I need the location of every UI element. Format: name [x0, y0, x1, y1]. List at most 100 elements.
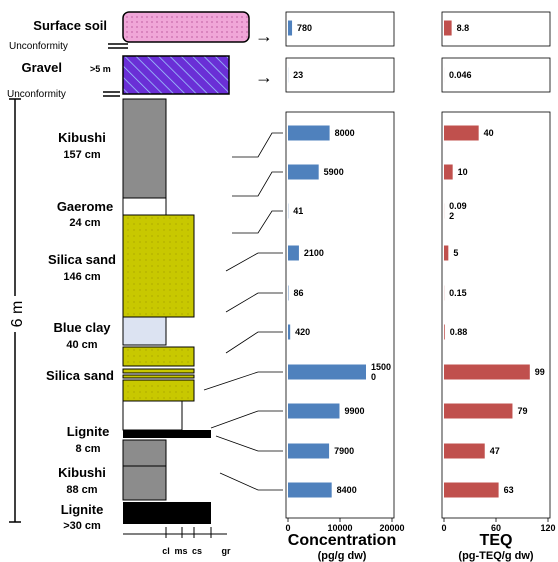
concentration-bars: 780 23 8000 5900 41 2100 86 420 1500 0 9900 7900 840… [288, 20, 391, 498]
concentration-tick-label: 0 [285, 523, 290, 533]
lignite-thickness: >30 cm [63, 520, 101, 532]
gravel-layer [122, 55, 230, 95]
unconformity-label: Unconformity [7, 89, 66, 100]
kibushi-label: Kibushi [58, 465, 106, 480]
concentration-data-label: 23 [293, 70, 303, 80]
teq-axis-unit: (pg-TEQ/g dw) [458, 550, 533, 562]
scale-label-bg [4, 296, 26, 332]
teq-tick-label: 0 [441, 523, 446, 533]
teq-bar [444, 443, 485, 459]
silica-sand-layer [122, 379, 195, 402]
lignite-layer [123, 430, 211, 438]
concentration-data-label: 41 [293, 206, 303, 216]
silica-sand-thin-layer [122, 368, 195, 374]
gravel-note: >5 m [90, 64, 111, 74]
kibushi-thickness: 88 cm [66, 484, 97, 496]
kibushi-layer [122, 439, 167, 501]
silica-sand-thickness: 146 cm [63, 271, 101, 283]
teq-bars: 8.8 0.046 40 10 0.09 2 5 0.15 0.88 99 79 47 63 [444, 20, 545, 498]
surface-soil-box [285, 11, 395, 47]
concentration-data-label: 8000 [335, 128, 355, 138]
teq-ticks: 0 60 120 [441, 518, 556, 533]
lignite-layer [123, 502, 211, 524]
concentration-bar [288, 164, 319, 180]
teq-data-label: 0.15 [449, 288, 467, 298]
teq-bar [444, 364, 530, 380]
surface-soil-label: Surface soil [33, 18, 107, 33]
concentration-bar [288, 482, 332, 498]
silica-sand-label: Silica sand [46, 368, 114, 383]
silica-sand-thin-layer [122, 374, 195, 379]
teq-bar [444, 482, 499, 498]
teq-data-label: 5 [453, 248, 458, 258]
grain-label: cl [162, 546, 170, 556]
teq-data-label: 79 [517, 406, 527, 416]
concentration-ticks: 0 10000 20000 [285, 518, 405, 533]
blue-clay-layer [122, 316, 167, 346]
grain-label: ms [174, 546, 187, 556]
concentration-data-label: 8400 [337, 485, 357, 495]
gaerome-layer [122, 197, 167, 216]
sample-connector [225, 292, 283, 313]
concentration-bar [288, 364, 366, 380]
lignite-label: Lignite [61, 502, 104, 517]
silica-sand-layer [122, 346, 195, 367]
blue-clay-thickness: 40 cm [66, 339, 97, 351]
teq-data-label: 99 [535, 367, 545, 377]
concentration-bar [288, 324, 291, 340]
gravel-box [285, 57, 395, 93]
concentration-data-label: 420 [295, 327, 310, 337]
blue-clay-label: Blue clay [53, 320, 111, 335]
surface-soil-box [441, 11, 551, 47]
concentration-data-label: 7900 [334, 446, 354, 456]
concentration-data-label: 9900 [344, 406, 364, 416]
concentration-bar [288, 403, 340, 419]
plot-area [441, 111, 551, 519]
teq-tick-label: 60 [491, 523, 501, 533]
arrow-icon: → [255, 67, 273, 87]
sample-connector [232, 132, 283, 158]
unconformity-label: Unconformity [9, 41, 68, 52]
teq-bar [444, 403, 513, 419]
teq-bar [444, 245, 449, 261]
concentration-bar [288, 245, 299, 261]
gaerome-thickness: 24 cm [69, 217, 100, 229]
lignite-label: Lignite [67, 424, 110, 439]
stratigraphic-column: Surface soil → Unconformity Gravel >5 m … [4, 11, 283, 556]
teq-data-label: 8.8 [457, 23, 470, 33]
sample-connector [219, 472, 283, 491]
teq-data-label: 63 [504, 485, 514, 495]
concentration-tick-label: 10000 [327, 523, 352, 533]
teq-data-label: 0.046 [449, 70, 472, 80]
silica-sand-layer [122, 214, 195, 318]
concentration-data-label: 2100 [304, 248, 324, 258]
teq-tick-label: 120 [540, 523, 555, 533]
gravel-box [441, 57, 551, 93]
kibushi-layer [122, 98, 167, 199]
concentration-data-label: 1500 0 [371, 362, 391, 382]
concentration-data-label: 780 [297, 23, 312, 33]
concentration-axis-unit: (pg/g dw) [318, 550, 367, 562]
concentration-axis-title: Concentration [288, 532, 396, 549]
concentration-chart: 780 23 8000 5900 41 2100 86 420 1500 0 9900 7900 840… [285, 11, 405, 562]
teq-data-label: 40 [484, 128, 494, 138]
teq-chart: 8.8 0.046 40 10 0.09 2 5 0.15 0.88 99 79 47 63 0 60 12… [441, 11, 556, 562]
scale-label: 6 m [9, 301, 26, 328]
concentration-data-label: 5900 [324, 167, 344, 177]
teq-bar [444, 20, 452, 36]
sample-connector [215, 435, 283, 452]
teq-data-label: 10 [458, 167, 468, 177]
arrow-icon: → [255, 26, 273, 46]
grain-label: gr [222, 546, 231, 556]
teq-data-label: 0.09 2 [449, 201, 467, 221]
sand-layer [122, 400, 183, 431]
teq-bar [444, 164, 453, 180]
teq-axis-title: TEQ [480, 532, 513, 549]
concentration-tick-label: 20000 [379, 523, 404, 533]
sample-connector [232, 171, 283, 197]
teq-data-label: 47 [490, 446, 500, 456]
concentration-bar [288, 125, 330, 141]
gaerome-label: Gaerome [57, 199, 113, 214]
sample-connector [225, 331, 283, 354]
